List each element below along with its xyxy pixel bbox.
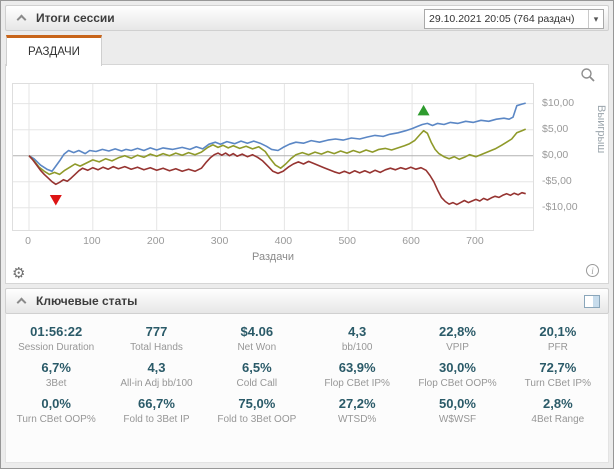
stat-item: 4,3 All-in Adj bb/100 [106,360,206,389]
stat-label: Fold to 3Bet OOP [217,414,297,425]
stat-value: 20,1% [539,324,577,339]
stat-item: 50,0% W$WSF [407,396,507,425]
stat-value: 4,3 [348,324,367,339]
x-tick-label: 300 [210,235,229,247]
x-axis-ticks: 0 100 200 300 400 500 600 700 [12,235,534,248]
stat-label: Flop CBet IP% [324,378,390,389]
session-selector-value: 29.10.2021 20:05 (764 раздач) [429,13,575,25]
y-tick-label: $10,00 [542,96,575,109]
chart-panel: 0 100 200 300 400 500 600 700 $10,00 $5,00 $0,00 -… [5,64,609,284]
stat-value: 6,7% [41,360,71,375]
stat-label: Session Duration [18,342,95,353]
session-title: Итоги сессии [36,11,115,25]
x-tick-label: 700 [466,235,484,247]
chevron-down-icon: ▾ [588,10,603,28]
stat-label: 4Bet Range [531,414,585,425]
panel-layout-icon[interactable] [584,295,600,308]
stat-label: Total Hands [130,342,183,353]
chevron-up-icon [16,14,26,25]
stat-value: 2,8% [543,396,573,411]
big-loss-marker [49,194,62,206]
stat-item: $4.06 Net Won [207,324,307,353]
stat-value: 01:56:22 [30,324,83,339]
stat-value: 0,0% [41,396,71,411]
stat-item: 6,5% Cold Call [207,360,307,389]
x-axis-label: Раздачи [252,251,294,263]
key-stats-title: Ключевые статы [36,294,138,308]
stat-label: Net Won [237,342,277,353]
stat-item: 72,7% Turn CBet IP% [508,360,608,389]
stat-item: 30,0% Flop CBet OOP% [407,360,507,389]
winnings-chart [12,83,534,231]
stat-label: Flop CBet OOP% [418,378,497,389]
x-tick-label: 200 [146,235,165,247]
zoom-icon[interactable] [580,67,596,83]
stat-item: 2,8% 4Bet Range [508,396,608,425]
stat-value: 777 [145,324,168,339]
stat-item: 66,7% Fold to 3Bet IP [106,396,206,425]
chevron-up-icon [16,297,26,308]
stat-label: Cold Call [236,378,278,389]
stat-value: 75,0% [238,396,276,411]
stat-value: 66,7% [138,396,175,411]
stat-item: 6,7% 3Bet [6,360,106,389]
tabstrip: РАЗДАЧИ [5,35,609,66]
session-selector-dropdown[interactable]: 29.10.2021 20:05 (764 раздач) ▾ [424,9,604,29]
key-stats-header: Ключевые статы [5,288,609,314]
stat-label: Turn CBet IP% [524,378,591,389]
y-axis-label: Выигрыш [595,105,607,154]
stat-value: 6,5% [242,360,272,375]
stat-item: 01:56:22 Session Duration [6,324,106,353]
stat-value: 50,0% [439,396,476,411]
stats-grid: 01:56:22 Session Duration 777 Total Hands $4… [6,314,608,425]
gear-icon[interactable]: ⚙ [12,265,26,282]
stat-label: VPIP [446,342,469,353]
y-tick-label: $0,00 [542,148,569,161]
tab-hands[interactable]: РАЗДАЧИ [6,35,102,66]
stat-label: Fold to 3Bet IP [123,414,190,425]
stat-label: All-in Adj bb/100 [120,378,193,389]
stat-label: W$WSF [438,414,477,425]
stat-item: 777 Total Hands [106,324,206,353]
stat-label: 3Bet [45,378,67,389]
stat-value: 30,0% [439,360,476,375]
session-header: Итоги сессии 29.10.2021 20:05 (764 разда… [5,5,609,31]
x-tick-label: 0 [25,235,31,247]
collapse-stats-button[interactable] [14,294,28,308]
stat-value: $4.06 [240,324,274,339]
stat-value: 4,3 [147,360,166,375]
stat-value: 72,7% [539,360,577,375]
stat-item: 63,9% Flop CBet IP% [307,360,407,389]
big-win-marker [417,104,430,116]
stat-label: WTSD% [337,414,377,425]
y-tick-label: -$5,00 [542,174,572,187]
x-tick-label: 500 [338,235,356,247]
y-axis-ticks: $10,00 $5,00 $0,00 -$5,00 -$10,00 [542,83,590,231]
stat-item: 4,3 bb/100 [307,324,407,353]
stat-item: 22,8% VPIP [407,324,507,353]
stats-panel: 01:56:22 Session Duration 777 Total Hands $4… [5,314,609,463]
stat-value: 63,9% [338,360,376,375]
y-tick-label: $5,00 [542,122,569,135]
stat-label: PFR [547,342,568,353]
collapse-session-button[interactable] [14,11,28,25]
x-tick-label: 600 [402,235,420,247]
info-icon[interactable]: i [586,264,599,277]
y-tick-label: -$10,00 [542,200,578,213]
stat-label: bb/100 [341,342,373,353]
stat-item: 0,0% Turn CBet OOP% [6,396,106,425]
tab-hands-label: РАЗДАЧИ [28,46,80,58]
x-tick-label: 400 [274,235,293,247]
stat-value: 27,2% [338,396,376,411]
stat-item: 20,1% PFR [508,324,608,353]
stat-label: Turn CBet OOP% [16,414,96,425]
stat-item: 75,0% Fold to 3Bet OOP [207,396,307,425]
stat-value: 22,8% [439,324,476,339]
stat-item: 27,2% WTSD% [307,396,407,425]
x-tick-label: 100 [83,235,101,247]
